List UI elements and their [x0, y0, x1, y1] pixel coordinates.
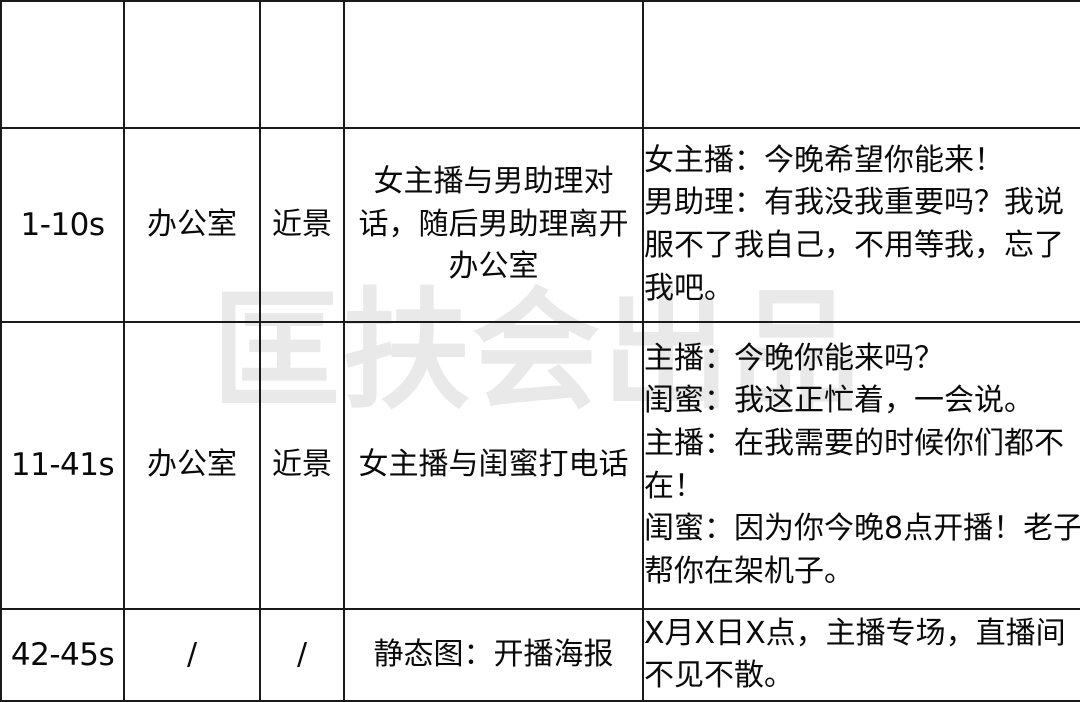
table-body: 1-10s 办公室 近景 女主播与男助理对话，随后男助理离开办公室 女主播：今晚… [0, 127, 1080, 702]
table-row: 1-10s 办公室 近景 女主播与男助理对话，随后男助理离开办公室 女主播：今晚… [0, 127, 1080, 323]
cell-shot: 近景 [259, 321, 345, 610]
dialogue-line: 主播：在我需要的时候你们都不在！ [644, 425, 1064, 504]
table-row: 11-41s 办公室 近景 女主播与闺蜜打电话 主播：今晚你能来吗？ 闺蜜：我这正… [0, 321, 1080, 610]
cell-scene: / [123, 608, 261, 702]
cell-time: 1-10s [0, 127, 125, 323]
column-header-visual: 画面内容 [343, 0, 644, 129]
column-header-scene: 场景 [123, 0, 261, 129]
dialogue-line: 主播：今晚你能来吗？ [644, 340, 944, 376]
cell-visual: 女主播与闺蜜打电话 [343, 321, 644, 610]
cell-dialogue: 主播：今晚你能来吗？ 闺蜜：我这正忙着，一会说。主播：在我需要的时候你们都不在！闺… [642, 321, 1080, 610]
dialogue-line: 闺蜜：我这正忙着，一会说。 [644, 383, 1034, 419]
cell-dialogue: 女主播：今晚希望你能来！ 男助理：有我没我重要吗？我说服不了我自己，不用等我，忘了… [642, 127, 1080, 323]
dialogue-line: 女主播：今晚希望你能来！ [644, 142, 1004, 178]
table-header: 时间 场景 景别 画面内容 台词 [0, 0, 1080, 129]
cell-dialogue: X月X日X点，主播专场，直播间不见不散。 [642, 608, 1080, 702]
cell-visual: 静态图：开播海报 [343, 608, 644, 702]
cell-shot: / [259, 608, 345, 702]
column-header-shot: 景别 [259, 0, 345, 129]
column-header-time: 时间 [0, 0, 125, 129]
cell-shot: 近景 [259, 127, 345, 323]
cell-time: 42-45s [0, 608, 125, 702]
cell-scene: 办公室 [123, 127, 261, 323]
cell-visual: 女主播与男助理对话，随后男助理离开办公室 [343, 127, 644, 323]
table-header-row: 时间 场景 景别 画面内容 台词 [0, 0, 1080, 129]
table-row: 42-45s / / 静态图：开播海报 X月X日X点，主播专场，直播间不见不散。 [0, 608, 1080, 702]
column-header-dialogue: 台词 [642, 0, 1080, 129]
cell-time: 11-41s [0, 321, 125, 610]
dialogue-line: 闺蜜：因为你今晚8点开播！老子帮你在架机子。 [644, 511, 1080, 589]
dialogue-line: X月X日X点，主播专场，直播间不见不散。 [644, 616, 1066, 693]
dialogue-line: 男助理：有我没我重要吗？我说服不了我自己，不用等我，忘了我吧。 [644, 185, 1064, 306]
cell-scene: 办公室 [123, 321, 261, 610]
